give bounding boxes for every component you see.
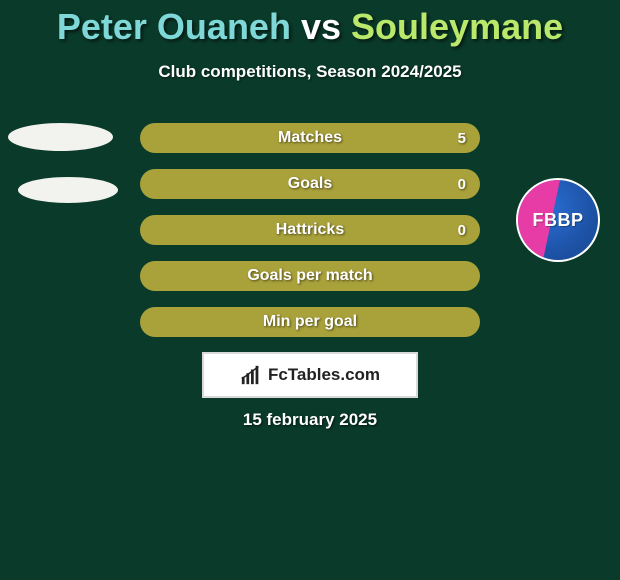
placeholder-ellipse-1 [8, 123, 113, 151]
chart-icon [240, 364, 262, 386]
club-logo: FBBP [516, 178, 600, 262]
stat-bar: Min per goal [140, 307, 480, 337]
title-player1: Peter Ouaneh [57, 6, 291, 47]
brand-box: FcTables.com [202, 352, 418, 398]
stat-bar-label: Goals per match [247, 267, 372, 285]
stat-bar-label: Min per goal [263, 313, 357, 331]
stat-bar-value: 5 [458, 130, 466, 147]
brand-text: FcTables.com [268, 365, 380, 385]
title-player2: Souleymane [351, 6, 563, 47]
stat-bar: Matches 5 [140, 123, 480, 153]
subtitle: Club competitions, Season 2024/2025 [0, 62, 620, 82]
stat-bar-label: Matches [278, 129, 342, 147]
placeholder-ellipse-2 [18, 177, 118, 203]
page-title: Peter Ouaneh vs Souleymane [0, 0, 620, 48]
stat-bar: Goals 0 [140, 169, 480, 199]
stat-bar-label: Goals [288, 175, 332, 193]
stats-bars: Matches 5 Goals 0 Hattricks 0 Goals per match M… [140, 123, 480, 353]
club-logo-text: FBBP [533, 210, 584, 231]
title-vs: vs [301, 6, 341, 47]
stat-bar: Hattricks 0 [140, 215, 480, 245]
date-text: 15 february 2025 [0, 410, 620, 430]
stat-bar: Goals per match [140, 261, 480, 291]
club-logo-inner: FBBP [518, 180, 598, 260]
stat-bar-value: 0 [458, 176, 466, 193]
stat-bar-value: 0 [458, 222, 466, 239]
stat-bar-label: Hattricks [276, 221, 344, 239]
